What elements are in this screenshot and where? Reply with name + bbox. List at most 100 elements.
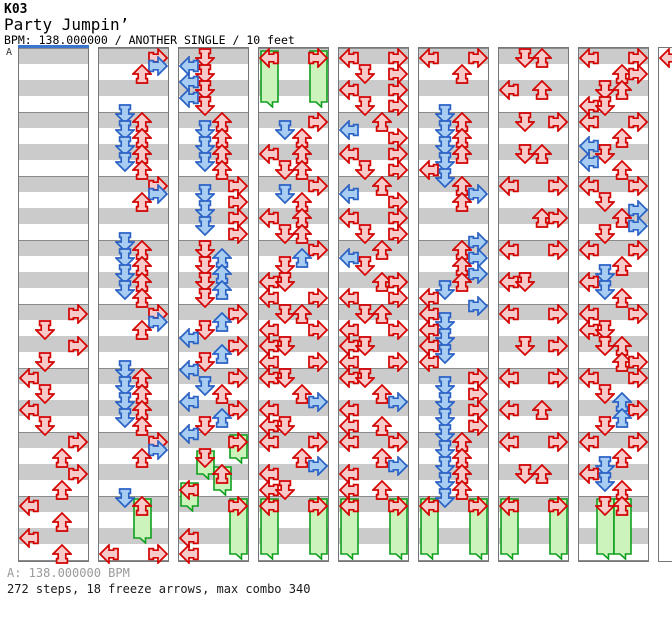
- arrow-up-icon: [50, 447, 74, 468]
- arrow-left-icon: [418, 350, 439, 374]
- arrow-down-icon: [433, 408, 457, 429]
- arrow-up-icon: [210, 311, 234, 332]
- arrow-left-icon: [338, 206, 359, 230]
- note-arrow-down-icon: [593, 192, 617, 216]
- arrow-right-icon: [628, 366, 649, 390]
- freeze-body: [388, 498, 408, 561]
- note-arrow-right-icon: [468, 366, 489, 392]
- arrow-down-icon: [353, 96, 377, 117]
- arrow-left-icon: [338, 78, 359, 102]
- arrow-up-icon: [130, 447, 154, 468]
- note-arrow-right-icon: [388, 270, 409, 296]
- arrow-left-icon: [578, 174, 599, 198]
- arrow-right-icon: [468, 262, 489, 286]
- arrow-right-icon: [468, 46, 489, 70]
- arrow-left-icon: [578, 302, 599, 326]
- note-arrow-right-icon: [308, 454, 329, 480]
- arrow-down-icon: [193, 152, 217, 173]
- arrow-up-icon: [610, 351, 634, 372]
- arrow-left-icon: [338, 318, 359, 342]
- freeze-body: [548, 498, 568, 561]
- arrow-left-icon: [258, 350, 279, 374]
- note-arrow-up-icon: [130, 287, 154, 312]
- arrow-right-icon: [388, 126, 409, 150]
- arrow-right-icon: [308, 174, 329, 198]
- note-arrow-right-icon: [468, 398, 489, 424]
- arrow-left-icon: [178, 478, 199, 502]
- arrow-left-icon: [258, 46, 279, 70]
- arrow-up-icon: [130, 287, 154, 308]
- arrow-up-icon: [210, 407, 234, 428]
- note-arrow-right-icon: [628, 174, 649, 200]
- note-arrow-left-icon: [578, 462, 599, 488]
- arrow-left-icon: [338, 478, 359, 502]
- arrow-up-icon: [450, 479, 474, 500]
- note-arrow-right-icon: [628, 62, 649, 88]
- note-arrow-up-icon: [290, 159, 314, 184]
- arrow-right-icon: [388, 494, 409, 518]
- arrow-right-icon: [308, 110, 329, 134]
- note-arrow-left-icon: [178, 390, 199, 416]
- arrow-up-icon: [370, 479, 394, 500]
- arrow-down-icon: [193, 120, 217, 141]
- note-arrow-left-icon: [338, 118, 359, 144]
- note-arrow-right-icon: [468, 246, 489, 272]
- arrow-down-icon: [593, 264, 617, 285]
- note-arrow-down-icon: [273, 256, 297, 280]
- note-arrow-left-icon: [98, 542, 119, 568]
- arrow-right-icon: [148, 310, 169, 334]
- note-arrow-right-icon: [308, 430, 329, 456]
- note-arrow-down-icon: [193, 256, 217, 280]
- note-arrow-down-icon: [33, 352, 57, 376]
- arrow-down-icon: [193, 80, 217, 101]
- note-arrow-down-icon: [113, 232, 137, 256]
- arrow-right-icon: [388, 222, 409, 246]
- arrow-left-icon: [498, 174, 519, 198]
- note-arrow-left-icon: [338, 286, 359, 312]
- arrow-down-icon: [33, 352, 57, 373]
- arrow-down-icon: [273, 368, 297, 389]
- note-arrow-right-icon: [468, 46, 489, 72]
- note-arrow-down-icon: [513, 272, 537, 296]
- note-arrow-right-icon: [388, 318, 409, 344]
- arrow-down-icon: [433, 376, 457, 397]
- note-arrow-up-icon: [530, 399, 554, 424]
- arrow-left-icon: [338, 46, 359, 70]
- note-arrow-right-icon: [388, 390, 409, 416]
- note-arrow-left-icon: [258, 286, 279, 312]
- arrow-up-icon: [370, 383, 394, 404]
- note-arrow-down-icon: [113, 360, 137, 384]
- arrow-left-icon: [498, 78, 519, 102]
- arrow-up-icon: [130, 159, 154, 180]
- arrow-left-icon: [338, 286, 359, 310]
- note-arrow-right-icon: [628, 430, 649, 456]
- freeze-arrow: [388, 498, 408, 564]
- arrow-down-icon: [273, 256, 297, 277]
- note-arrow-down-icon: [353, 96, 377, 120]
- arrow-down-icon: [33, 384, 57, 405]
- note-arrow-left-icon: [258, 318, 279, 344]
- arrow-down-icon: [433, 328, 457, 349]
- arrow-right-icon: [548, 430, 569, 454]
- arrow-up-icon: [530, 399, 554, 420]
- arrow-left-icon: [258, 286, 279, 310]
- note-arrow-right-icon: [228, 222, 249, 248]
- note-arrow-down-icon: [273, 368, 297, 392]
- arrow-right-icon: [628, 198, 649, 222]
- arrow-up-icon: [130, 495, 154, 516]
- note-arrow-right-icon: [228, 206, 249, 232]
- note-arrow-down-icon: [193, 200, 217, 224]
- note-arrow-right-icon: [388, 350, 409, 376]
- note-arrow-left-icon: [418, 158, 439, 184]
- note-arrow-right-icon: [228, 174, 249, 200]
- arrow-down-icon: [433, 168, 457, 189]
- note-arrow-left-icon: [418, 46, 439, 72]
- arrow-down-icon: [193, 320, 217, 341]
- note-arrow-right-icon: [308, 318, 329, 344]
- arrow-right-icon: [388, 190, 409, 214]
- note-arrow-up-icon: [210, 463, 234, 488]
- note-arrow-down-icon: [513, 144, 537, 168]
- note-arrow-down-icon: [273, 416, 297, 440]
- arrow-right-icon: [628, 62, 649, 86]
- note-arrow-down-icon: [433, 392, 457, 416]
